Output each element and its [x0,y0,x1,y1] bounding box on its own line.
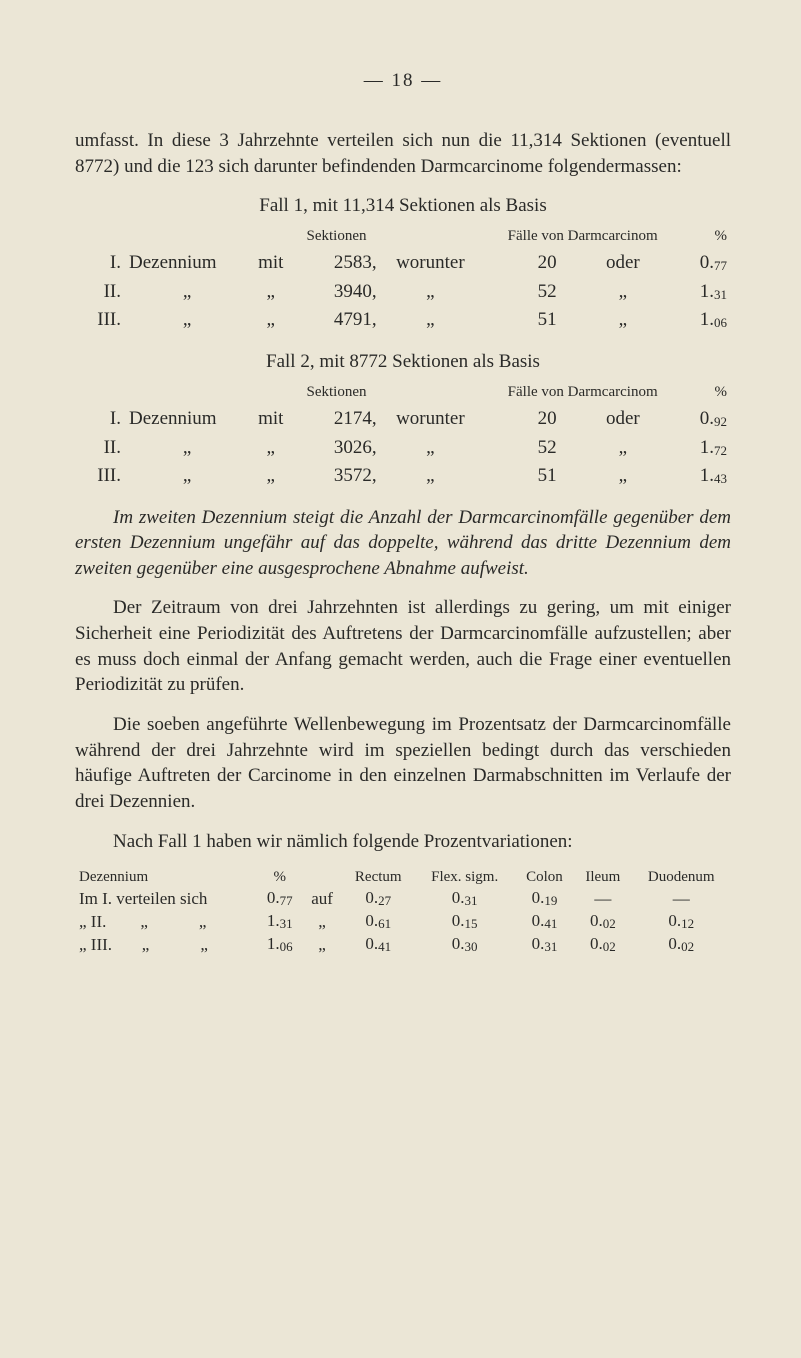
fall2-table: Sektionen Fälle von Darmcarcinom % I. De… [75,381,731,491]
table-row: I. Dezennium mit 2174, worunter 20 oder … [75,405,731,434]
fall2-heading: Fall 2, mit 8772 Sektionen als Basis [75,349,731,375]
col-faelle: Fälle von Darmcarcinom [480,225,685,250]
table-header-row: Sektionen Fälle von Darmcarcinom % [75,381,731,406]
table-header-row: Sektionen Fälle von Darmcarcinom % [75,225,731,250]
col-sektionen: Sektionen [292,225,380,250]
fall1-table: Sektionen Fälle von Darmcarcinom % I. De… [75,225,731,335]
table-header-row: Dezennium % Rectum Flex. sigm. Colon Ile… [75,868,731,887]
fall1-heading: Fall 1, mit 11,314 Sektionen als Basis [75,193,731,219]
paragraph-4: Nach Fall 1 haben wir nämlich folgende P… [75,829,731,855]
table-row: „ III. „ „ 1.06 „ 0.41 0.30 0.31 0.02 0.… [75,933,731,956]
table-row: II. „ „ 3940, „ 52 „ 1.31 [75,278,731,307]
col-pct: % [685,225,731,250]
paragraph-3: Die soeben angeführte Wellenbewegung im … [75,712,731,815]
italic-paragraph: Im zweiten Dezennium steigt die Anzahl d… [75,505,731,582]
table-row: II. „ „ 3026, „ 52 „ 1.72 [75,434,731,463]
paragraph-2: Der Zeitraum von drei Jahrzehnten ist al… [75,595,731,698]
paragraph-1: umfasst. In diese 3 Jahrzehnte verteilen… [75,128,731,179]
percent-variation-table: Dezennium % Rectum Flex. sigm. Colon Ile… [75,868,731,956]
table-row: III. „ „ 4791, „ 51 „ 1.06 [75,306,731,335]
page: — 18 — umfasst. In diese 3 Jahrzehnte ve… [0,0,801,1358]
table-row: Im I. verteilen sich 0.77 auf 0.27 0.31 … [75,887,731,910]
table-row: I. Dezennium mit 2583, worunter 20 oder … [75,249,731,278]
page-number: — 18 — [75,70,731,92]
table-row: „ II. „ „ 1.31 „ 0.61 0.15 0.41 0.02 0.1… [75,910,731,933]
table-row: III. „ „ 3572, „ 51 „ 1.43 [75,462,731,491]
